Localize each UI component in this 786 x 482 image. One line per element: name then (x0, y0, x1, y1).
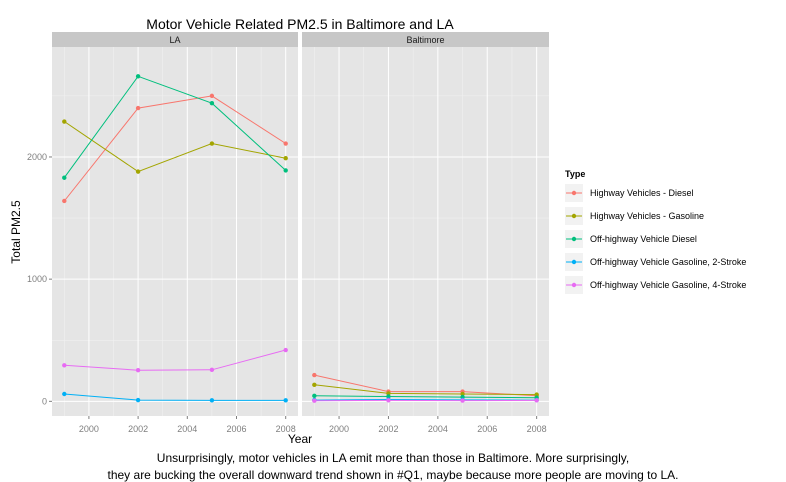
facet-strip-label: LA (169, 35, 180, 45)
x-tick-label: 2008 (527, 424, 547, 434)
data-point (136, 106, 140, 110)
x-tick-label: 2000 (329, 424, 349, 434)
x-tick-label: 2008 (276, 424, 296, 434)
data-point (210, 94, 214, 98)
caption-line-1: Unsurprisingly, motor vehicles in LA emi… (0, 451, 786, 465)
chart-title: Motor Vehicle Related PM2.5 in Baltimore… (146, 16, 454, 32)
y-tick-label: 0 (42, 396, 47, 406)
data-point (312, 394, 316, 398)
data-point (460, 398, 464, 402)
x-tick-label: 2004 (428, 424, 448, 434)
data-point (312, 373, 316, 377)
legend-label: Off-highway Vehicle Gasoline, 4-Stroke (590, 280, 746, 290)
data-point (136, 398, 140, 402)
legend-key-point (572, 260, 576, 264)
chart: Motor Vehicle Related PM2.5 in Baltimore… (0, 0, 786, 452)
data-point (284, 168, 288, 172)
data-point (284, 348, 288, 352)
x-tick-label: 2004 (177, 424, 197, 434)
legend-key-point (572, 214, 576, 218)
facet-panels: LA 2000 2002 2004 2006 2008 Baltimore 2000 2002 2… (27, 32, 549, 434)
data-point (312, 399, 316, 403)
x-tick-label: 2000 (79, 424, 99, 434)
x-axis-label: Year (288, 432, 312, 446)
facet-strip-label: Baltimore (406, 35, 444, 45)
y-axis-label: Total PM2.5 (9, 200, 23, 264)
legend: Type Highway Vehicles - Diesel Highway Ve… (565, 169, 746, 294)
x-tick-label: 2002 (378, 424, 398, 434)
data-point (136, 368, 140, 372)
data-point (210, 368, 214, 372)
data-point (312, 383, 316, 387)
legend-label: Off-highway Vehicle Gasoline, 2-Stroke (590, 257, 746, 267)
y-tick-label: 1000 (27, 274, 47, 284)
data-point (62, 199, 66, 203)
x-tick-label: 2006 (477, 424, 497, 434)
data-point (284, 398, 288, 402)
data-point (62, 176, 66, 180)
panel-baltimore: Baltimore 2000 2002 2004 2006 2008 (302, 32, 549, 434)
x-tick-label: 2006 (226, 424, 246, 434)
data-point (62, 392, 66, 396)
legend-label: Highway Vehicles - Diesel (590, 188, 694, 198)
data-point (62, 119, 66, 123)
data-point (136, 169, 140, 173)
legend-key-point (572, 283, 576, 287)
data-point (284, 141, 288, 145)
data-point (534, 398, 538, 402)
x-tick-label: 2002 (128, 424, 148, 434)
legend-label: Highway Vehicles - Gasoline (590, 211, 704, 221)
panel-la: LA 2000 2002 2004 2006 2008 (52, 32, 298, 434)
legend-key-point (572, 237, 576, 241)
data-point (284, 156, 288, 160)
legend-key-point (572, 191, 576, 195)
y-tick-label: 2000 (27, 152, 47, 162)
data-point (136, 74, 140, 78)
data-point (62, 363, 66, 367)
data-point (210, 101, 214, 105)
data-point (210, 141, 214, 145)
data-point (210, 398, 214, 402)
legend-title: Type (565, 169, 585, 179)
data-point (386, 398, 390, 402)
legend-label: Off-highway Vehicle Diesel (590, 234, 697, 244)
